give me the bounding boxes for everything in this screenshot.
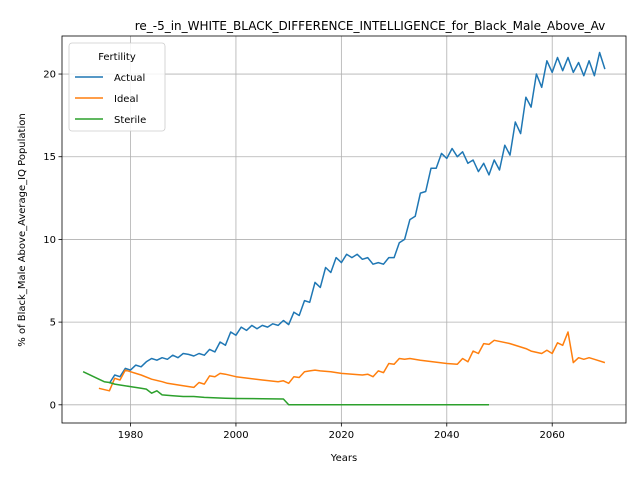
y-axis-ticks: 0 5 10 15 20 (43, 70, 62, 411)
x-tick-label: 1980 (118, 430, 143, 441)
x-tick-label: 2060 (539, 430, 564, 441)
y-tick-label: 5 (50, 318, 56, 329)
legend: Fertility Actual Ideal Sterile (68, 42, 166, 132)
legend-title: Fertility (98, 52, 136, 63)
y-tick-label: 10 (43, 235, 56, 246)
legend-label-ideal: Ideal (114, 94, 138, 105)
y-tick-label: 20 (43, 70, 56, 81)
series-line-actual (108, 51, 606, 384)
legend-label-actual: Actual (114, 73, 145, 84)
series-line-sterile (82, 371, 489, 406)
series-lines (82, 51, 606, 406)
y-axis-label: % of Black_Male Above_Average_IQ Populat… (17, 113, 28, 346)
legend-items: Actual Ideal Sterile (75, 73, 146, 126)
x-tick-label: 2000 (223, 430, 248, 441)
chart-title: re_-5_in_WHITE_BLACK_DIFFERENCE_INTELLIG… (135, 19, 606, 33)
x-tick-label: 2040 (434, 430, 459, 441)
series-line-ideal (98, 331, 606, 392)
y-tick-label: 15 (43, 152, 56, 163)
legend-label-sterile: Sterile (114, 115, 146, 126)
y-tick-label: 0 (50, 400, 56, 411)
x-axis-label: Years (330, 453, 357, 464)
x-axis-ticks: 1980 2000 2020 2040 2060 (118, 423, 565, 441)
legend-box (68, 42, 166, 132)
axes-frame (61, 35, 627, 424)
x-tick-label: 2020 (329, 430, 354, 441)
